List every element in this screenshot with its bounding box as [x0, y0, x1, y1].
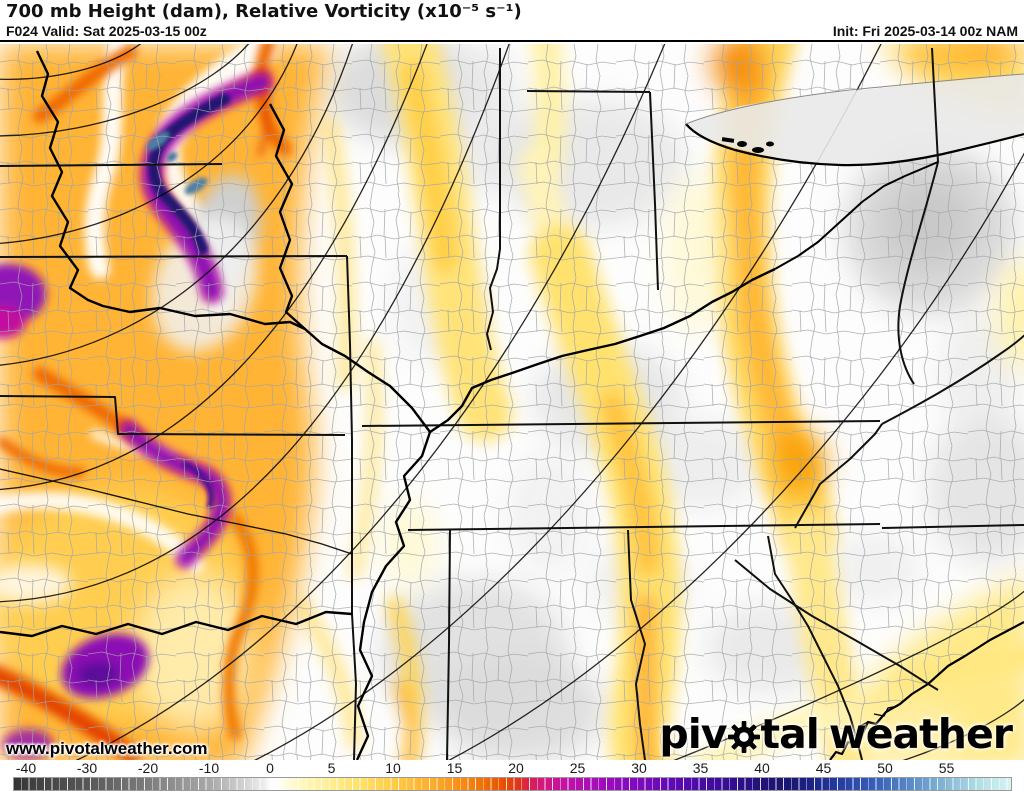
vorticity-map — [0, 7, 1024, 791]
logo-text-tal: tal — [760, 710, 820, 758]
colorbar-tick-label: 10 — [385, 760, 401, 776]
logo-text-weather: weather — [828, 710, 1013, 758]
colorbar-tick-label: 55 — [938, 760, 955, 776]
colorbar-tick-label: -10 — [198, 760, 220, 776]
map-header: 700 mb Height (dam), Relative Vorticity … — [0, 0, 1024, 42]
watermark-url: www.pivotalweather.com — [6, 739, 208, 758]
init-time-label: Init: Fri 2025-03-14 00z NAM — [832, 23, 1018, 39]
colorbar-gradient — [13, 777, 1012, 791]
colorbar-tick-label: -20 — [137, 760, 159, 776]
gear-icon — [727, 721, 760, 753]
colorbar: -40 -30 -20 -10 0 5 10 15 20 25 30 35 40 45 50 55 — [0, 760, 1024, 791]
logo-text-piv: piv — [659, 710, 727, 758]
colorbar-tick-label: 0 — [266, 760, 274, 776]
colorbar-tick-label: 25 — [569, 760, 586, 776]
lake-erie — [685, 73, 1024, 167]
colorbar-tick-label: 20 — [508, 760, 524, 776]
colorbar-tick-label: 15 — [446, 760, 463, 776]
colorbar-tick-label: 35 — [692, 760, 709, 776]
colorbar-tick-label: 5 — [327, 760, 336, 776]
height-contours — [0, 35, 1024, 771]
pivotal-weather-logo: piv tal — [659, 710, 1013, 758]
colorbar-tick-label: 40 — [754, 760, 770, 776]
colorbar-ticks: -40 -30 -20 -10 0 5 10 15 20 25 30 35 40 45 50 55 — [0, 760, 1024, 776]
colorbar-tick-label: 30 — [631, 760, 647, 776]
colorbar-tick-label: 50 — [877, 760, 893, 776]
colorbar-tick-label: -30 — [76, 760, 98, 776]
valid-time-label: F024 Valid: Sat 2025-03-15 00z — [6, 23, 207, 39]
map-title: 700 mb Height (dam), Relative Vorticity … — [6, 1, 522, 22]
charleston-inlets — [851, 705, 899, 737]
colorbar-tick-label: -40 — [15, 760, 37, 776]
colorbar-tick-label: 45 — [815, 760, 832, 776]
state-borders — [0, 47, 1024, 761]
map-canvas: www.pivotalweather.com piv — [0, 7, 1024, 791]
rivers — [0, 50, 939, 761]
